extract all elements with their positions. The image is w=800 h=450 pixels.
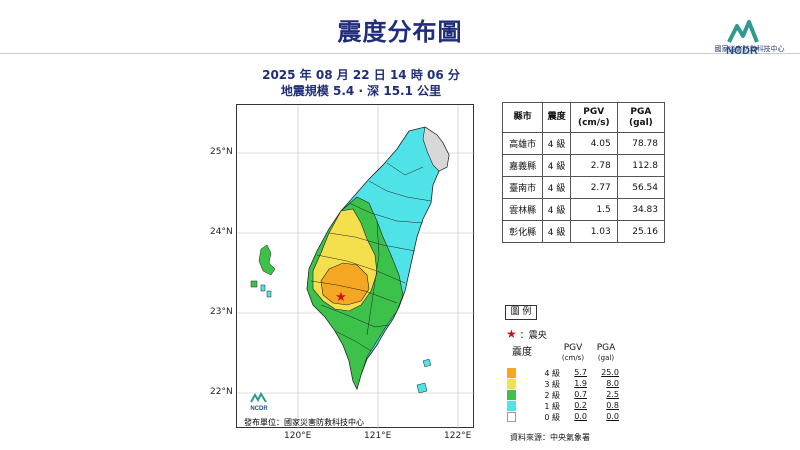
cell-pgv: 1.5 xyxy=(569,198,618,221)
cell-county: 雲林縣 xyxy=(501,198,544,221)
table-row: 高雄市 4 級 4.05 78.78 xyxy=(501,132,666,155)
intensity-map: ★ xyxy=(236,104,475,429)
legend-swatch xyxy=(507,390,516,400)
header-pga-label: PGA xyxy=(630,106,652,117)
header-intensity: 震度 xyxy=(542,102,571,133)
legend-intensity-label: 震度 xyxy=(512,347,532,358)
legend-swatch xyxy=(507,368,516,378)
header-pga: PGA (gal) xyxy=(616,102,666,133)
legend-epicenter: ★ ：震央 xyxy=(506,327,547,341)
cell-pga: 112.8 xyxy=(616,154,666,177)
legend-pga: 0.8 xyxy=(606,401,619,410)
table-header-row: 縣市 震度 PGV (cm/s) PGA (gal) xyxy=(501,102,666,133)
table-row: 臺南市 4 級 2.77 56.54 xyxy=(501,176,666,199)
cell-pga: 78.78 xyxy=(616,132,666,155)
legend-level: 1 級 xyxy=(544,402,560,411)
header-pgv-unit: (cm/s) xyxy=(577,117,610,128)
legend-pgv: 0.2 xyxy=(574,401,587,410)
publisher-label: 發布單位：國家災害防救科技中心 xyxy=(244,418,364,427)
cell-pgv: 1.03 xyxy=(569,220,618,243)
county-boundaries xyxy=(310,162,432,352)
legend-row-3: 3 級 1.9 8.0 xyxy=(507,379,621,389)
page-title: 震度分布圖 xyxy=(337,18,463,46)
header-pgv: PGV (cm/s) xyxy=(569,102,618,133)
event-magnitude-depth: 地震規模 5.4 · 深 15.1 公里 xyxy=(280,84,442,98)
penghu-islands xyxy=(250,244,276,298)
epicenter-legend-icon: ★ xyxy=(506,327,517,341)
cell-county: 臺南市 xyxy=(501,176,544,199)
cell-pgv: 2.77 xyxy=(569,176,618,199)
legend-row-2: 2 級 0.7 2.5 xyxy=(507,390,621,400)
legend-level: 0 級 xyxy=(544,413,560,422)
title-divider xyxy=(0,53,800,54)
svg-text:NCDR: NCDR xyxy=(250,406,268,412)
lat-label-22: 22°N xyxy=(210,387,233,397)
legend-pga: 2.5 xyxy=(606,390,619,399)
legend-level: 3 級 xyxy=(544,380,560,389)
legend-pga-header: PGA (gal) xyxy=(592,343,620,363)
lon-label-122: 122°E xyxy=(444,431,472,441)
cell-intensity: 4 級 xyxy=(542,198,571,221)
ncdr-logo: NCDR xyxy=(726,20,759,56)
cell-pga: 25.16 xyxy=(616,220,666,243)
legend-row-1: 1 級 0.2 0.8 xyxy=(507,401,621,411)
cell-intensity: 4 級 xyxy=(542,132,571,155)
map-canvas: ★ xyxy=(237,105,475,429)
cell-intensity: 4 級 xyxy=(542,220,571,243)
legend-pga-unit: (gal) xyxy=(597,354,615,362)
legend-pgv: 0.7 xyxy=(574,390,587,399)
legend-level: 4 級 xyxy=(544,369,560,378)
legend-epicenter-label: 震央 xyxy=(528,331,547,341)
header-county: 縣市 xyxy=(501,102,544,133)
no-data-region xyxy=(422,126,450,172)
table-row: 嘉義縣 4 級 2.78 112.8 xyxy=(501,154,666,177)
legend-level: 2 級 xyxy=(544,391,560,400)
legend-pgv: 0.0 xyxy=(574,412,587,421)
lat-label-23: 23°N xyxy=(210,307,233,317)
legend-pgv: 5.7 xyxy=(574,368,587,377)
table-row: 彰化縣 4 級 1.03 25.16 xyxy=(501,220,666,243)
legend-swatch xyxy=(507,412,516,422)
cell-pga: 34.83 xyxy=(616,198,666,221)
table-row: 雲林縣 4 級 1.5 34.83 xyxy=(501,198,666,221)
data-source: 資料來源：中央氣象署 xyxy=(510,433,590,442)
intensity-table: 縣市 震度 PGV (cm/s) PGA (gal) 高雄市 4 級 4.05 … xyxy=(501,102,666,243)
epicenter-icon: ★ xyxy=(335,290,347,305)
taiwan-intensity-4-region xyxy=(320,262,370,306)
cell-county: 嘉義縣 xyxy=(501,154,544,177)
lat-label-24: 24°N xyxy=(210,227,233,237)
legend-pga: 0.0 xyxy=(606,412,619,421)
mini-ncdr-logo: NCDR xyxy=(250,392,268,412)
lon-label-121: 121°E xyxy=(364,431,392,441)
cell-intensity: 4 級 xyxy=(542,154,571,177)
cell-county: 彰化縣 xyxy=(501,220,544,243)
legend-pgv-unit: (cm/s) xyxy=(561,354,585,362)
cell-pgv: 4.05 xyxy=(569,132,618,155)
lat-label-25: 25°N xyxy=(210,147,233,157)
legend-pgv-label: PGV xyxy=(563,343,583,353)
orchid-island xyxy=(416,382,428,394)
cell-pgv: 2.78 xyxy=(569,154,618,177)
green-island xyxy=(422,358,432,368)
legend-swatch xyxy=(507,379,516,389)
legend-pga-label: PGA xyxy=(596,343,616,353)
legend-row-0: 0 級 0.0 0.0 xyxy=(507,412,621,422)
logo-mark-icon xyxy=(727,20,759,43)
header-pgv-label: PGV xyxy=(583,106,605,117)
logo-org-name: 國家災害防救科技中心 xyxy=(714,45,785,53)
legend-pgv: 1.9 xyxy=(574,379,587,388)
legend-row-4: 4 級 5.7 25.0 xyxy=(507,368,621,378)
legend-title: 圖 例 xyxy=(505,305,537,320)
cell-county: 高雄市 xyxy=(501,132,544,155)
legend-pgv-header: PGV (cm/s) xyxy=(560,343,586,363)
legend-pga: 25.0 xyxy=(601,368,619,377)
lon-label-120: 120°E xyxy=(284,431,312,441)
event-datetime: 2025 年 08 月 22 日 14 時 06 分 xyxy=(262,68,460,82)
logo-wordmark: NCDR xyxy=(726,45,758,56)
cell-intensity: 4 級 xyxy=(542,176,571,199)
header-pga-unit: (gal) xyxy=(628,117,653,128)
legend-swatch xyxy=(507,401,516,411)
cell-pga: 56.54 xyxy=(616,176,666,199)
legend-pga: 8.0 xyxy=(606,379,619,388)
